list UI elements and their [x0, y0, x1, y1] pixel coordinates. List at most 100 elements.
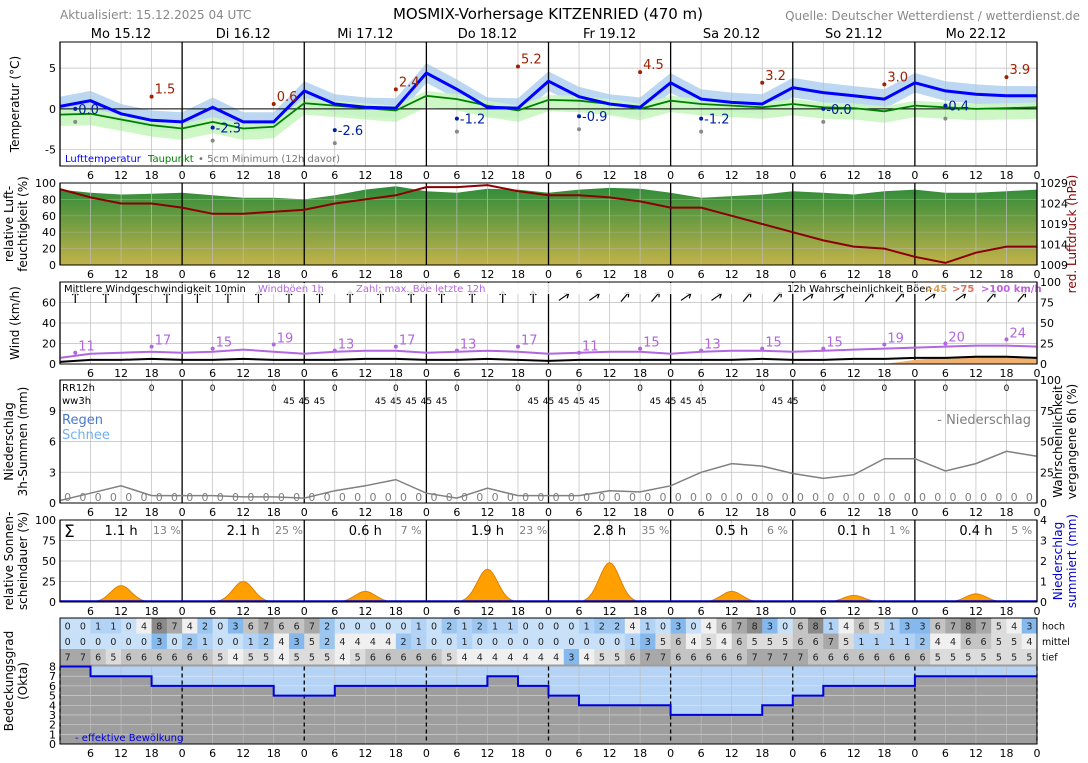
cloud-cell-value: 7	[660, 653, 666, 664]
cloud-cell-value: 0	[446, 637, 452, 648]
cloud-cell	[502, 618, 519, 634]
hour-tick-label: 12	[358, 367, 372, 380]
hour-tick-label: 6	[453, 169, 460, 182]
hour-tick-label: 18	[633, 268, 647, 281]
cloud-cell	[624, 618, 641, 634]
day-label: Mi 17.12	[337, 27, 393, 42]
min-temp-label: -0.0	[826, 103, 851, 118]
hour-tick-label: 18	[755, 367, 769, 380]
hour-tick-label: 18	[389, 268, 403, 281]
cloud-cell	[670, 618, 687, 634]
cloud-cell-value: 7	[65, 653, 71, 664]
cloud-cell	[90, 618, 107, 634]
cloud-cell-value: 0	[126, 622, 132, 633]
hour-tick-label: 0	[1034, 268, 1041, 281]
precip-sum-value: 0	[675, 491, 682, 504]
y2-tick-label: 0	[1040, 358, 1047, 371]
hour-tick-label: 12	[603, 268, 617, 281]
max-temp-marker	[882, 82, 887, 87]
cloud-cell-value: 8	[156, 622, 162, 633]
max-gust-label: 19	[887, 332, 904, 347]
cloud-row-label: mittel	[1042, 637, 1070, 648]
cloud-cell	[411, 633, 427, 649]
cloud-cell-value: 3	[1026, 622, 1032, 633]
cloud-cell-value: 4	[233, 653, 239, 664]
cloud-cell-value: 7	[797, 653, 803, 664]
hour-tick-label: 6	[942, 367, 949, 380]
min-temp-marker	[943, 103, 948, 108]
daily-sunshine-hours: 0.6 h	[349, 524, 382, 539]
cloud-cell	[258, 649, 275, 665]
precip-sum-value: 0	[125, 491, 132, 504]
hour-tick-label: 12	[480, 367, 494, 380]
hour-tick-label: 18	[633, 169, 647, 182]
cloud-cell	[716, 649, 732, 665]
cloud-cell-value: 0	[431, 622, 437, 633]
cloud-cell-value: 0	[217, 622, 223, 633]
min-temp-marker	[210, 125, 215, 130]
hour-tick-label: 6	[942, 268, 949, 281]
y-tick-label: 60	[42, 297, 56, 310]
hour-tick-label: 6	[209, 506, 216, 519]
max-gust-label: 20	[948, 331, 965, 346]
precip-sum-value: 0	[690, 491, 697, 504]
cloud-cell	[517, 649, 534, 665]
hour-tick-label: 0	[911, 367, 918, 380]
hour-tick-label: 6	[87, 169, 94, 182]
ww3h-value: 45	[680, 397, 691, 407]
cloud-cell-value: 1	[828, 622, 834, 633]
ww3h-value: 45	[787, 397, 798, 407]
cloud-cell-value: 0	[110, 637, 116, 648]
max-temp-label: 3.2	[765, 69, 786, 84]
cloud-cell-value: 5	[874, 622, 880, 633]
cloud-cell	[517, 633, 534, 649]
max-gust-marker	[943, 341, 948, 346]
max-gust-marker	[699, 348, 704, 353]
hour-tick-label: 18	[511, 605, 525, 618]
cloud-cell	[624, 633, 641, 649]
sigma-symbol: Σ	[64, 522, 75, 542]
axis-label: relative Sonnen-	[2, 512, 16, 611]
cloud-cell	[350, 633, 366, 649]
max-temp-label: 0.6	[277, 90, 298, 105]
cloud-cell	[731, 633, 748, 649]
hour-tick-label: 0	[545, 268, 552, 281]
hour-tick-label: 12	[603, 506, 617, 519]
cloud-cell	[334, 649, 351, 665]
hour-tick-label: 18	[633, 747, 647, 760]
hour-tick-label: 12	[847, 506, 861, 519]
hour-tick-label: 12	[236, 268, 250, 281]
hour-tick-label: 6	[698, 506, 705, 519]
cloud-cell	[243, 633, 259, 649]
cloud-cell	[823, 633, 839, 649]
cloud-cell-value: 6	[202, 653, 208, 664]
cloud-cell-value: 5	[1026, 653, 1032, 664]
panel-frame	[59, 519, 1038, 603]
cloud-cell	[105, 649, 122, 665]
cloud-cell-value: 0	[553, 637, 559, 648]
cloud-cell	[945, 649, 961, 665]
cloud-cell	[426, 618, 442, 634]
y-tick-label: 20	[42, 338, 56, 351]
cloud-cell-value: 5	[660, 637, 666, 648]
axis-label: relative Luft-	[2, 186, 16, 262]
max-gust-marker	[454, 348, 459, 353]
hour-tick-label: 12	[603, 605, 617, 618]
y-tick-label: 0	[49, 497, 56, 510]
hour-tick-label: 6	[331, 268, 338, 281]
y-tick-label: 3	[49, 466, 56, 479]
cloud-cell-value: 5	[767, 637, 773, 648]
daily-sunshine-percent: 13 %	[153, 524, 181, 537]
hour-tick-label: 0	[667, 605, 674, 618]
max-gust-marker	[149, 344, 154, 349]
hour-tick-label: 6	[331, 169, 338, 182]
max-temp-label: 3.0	[887, 70, 908, 85]
precip-sum-value: 0	[461, 491, 468, 504]
hour-tick-label: 0	[667, 747, 674, 760]
min-temp-label: -1.2	[704, 113, 729, 128]
max-gust-marker	[515, 344, 520, 349]
cloud-cell-value: 4	[141, 622, 147, 633]
cloud-cell-value: 0	[141, 637, 147, 648]
